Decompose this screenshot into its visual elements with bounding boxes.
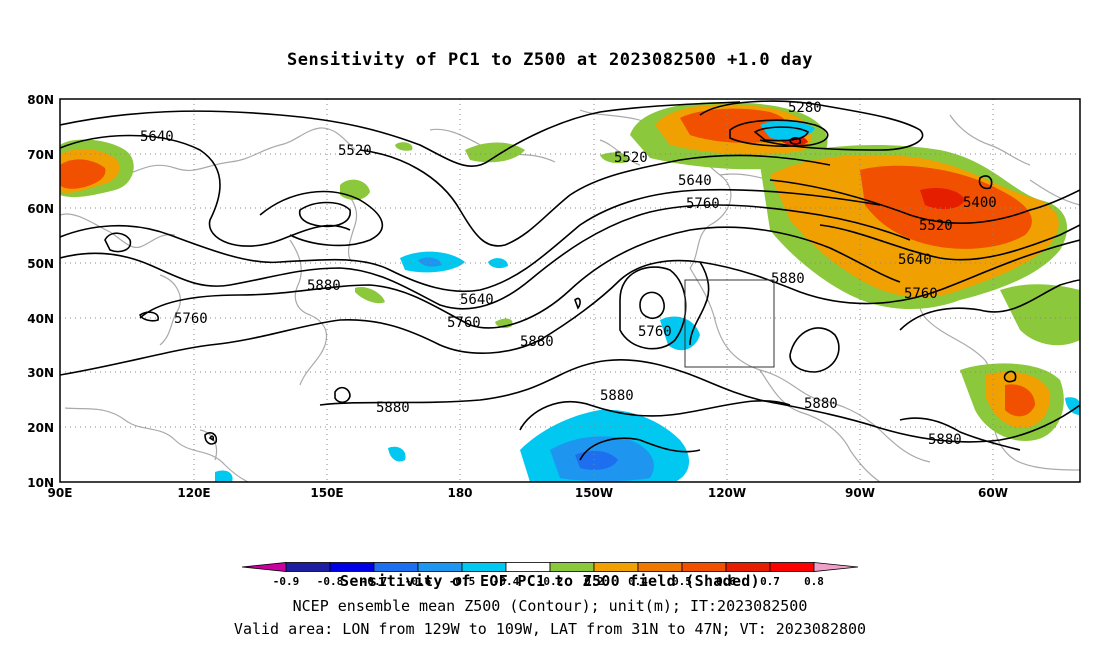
plot-frame	[59, 98, 1081, 483]
lon-label: 90E	[48, 486, 73, 500]
colorbar-tick-label: 0.4	[628, 575, 648, 588]
contour-labels: 5640 5520 5280 5520 5640 5760 5400 5520 …	[140, 100, 997, 448]
lat-label: 60N	[27, 202, 54, 216]
contour-label: 5880	[376, 400, 410, 416]
colorbar-segment	[549, 562, 595, 572]
colorbar-tick-label: -0.5	[449, 575, 476, 588]
colorbar-tick-label: -0.6	[405, 575, 432, 588]
caption-valid-area: Valid area: LON from 129W to 109W, LAT f…	[233, 620, 867, 638]
contour-label: 5640	[460, 292, 494, 308]
contour-label: 5640	[678, 173, 712, 189]
contour-label: 5520	[614, 150, 648, 166]
colorbar-tick-label: 0.8	[804, 575, 824, 588]
lat-label: 70N	[27, 148, 54, 162]
contour-label: 5880	[804, 396, 838, 412]
contour-label: 5880	[928, 432, 962, 448]
lat-label: 80N	[27, 93, 54, 107]
colorbar-tick-label: -0.2	[537, 575, 564, 588]
contour-label: 5760	[174, 311, 208, 327]
lat-label: 40N	[27, 312, 54, 326]
colorbar-tick-label: 0.6	[716, 575, 736, 588]
contour-label: 5520	[919, 218, 953, 234]
lon-label: 180	[447, 486, 472, 500]
colorbar-segment	[241, 562, 287, 572]
contour-label: 5760	[638, 324, 672, 340]
colorbar-segment	[813, 562, 859, 572]
caption-contour: NCEP ensemble mean Z500 (Contour); unit(…	[292, 597, 808, 615]
contour-label: 5760	[447, 315, 481, 331]
lat-label: 30N	[27, 366, 54, 380]
colorbar-tick-label: -0.8	[317, 575, 344, 588]
contour-label: 5640	[898, 252, 932, 268]
lon-label: 90W	[845, 486, 875, 500]
contour-label: 5880	[771, 271, 805, 287]
colorbar-segment	[681, 562, 727, 572]
lon-label: 120E	[177, 486, 210, 500]
lat-label: 10N	[27, 476, 54, 490]
colorbar-tick-label: -0.9	[273, 575, 300, 588]
lon-label: 150W	[575, 486, 613, 500]
lon-axis-labels: 90E 120E 150E 180 150W 120W 90W 60W	[48, 486, 1008, 500]
lon-label: 60W	[978, 486, 1008, 500]
colorbar: -0.9 -0.8 -0.7 -0.6 -0.5 -0.4 -0.2 0.2 0.4 0.5 0.6…	[241, 562, 859, 588]
colorbar-segment	[725, 562, 771, 572]
contour-label: 5520	[338, 143, 372, 159]
plot-title: Sensitivity of PC1 to Z500 at 2023082500…	[286, 50, 813, 70]
lat-axis-labels: 80N 70N 60N 50N 40N 30N 20N 10N	[27, 93, 54, 490]
contour-label: 5400	[963, 195, 997, 211]
contour-label: 5760	[904, 286, 938, 302]
colorbar-segment	[329, 562, 375, 572]
contour-label: 5880	[520, 334, 554, 350]
lon-label: 120W	[708, 486, 746, 500]
colorbar-segment	[461, 562, 507, 572]
colorbar-segment	[637, 562, 683, 572]
z500-contours	[60, 100, 1080, 461]
colorbar-tick-label: -0.7	[361, 575, 388, 588]
contour-label: 5880	[600, 388, 634, 404]
colorbar-tick-label: 0.5	[672, 575, 692, 588]
contour-label: 5880	[307, 278, 341, 294]
colorbar-segment	[417, 562, 463, 572]
sensitivity-shading	[60, 102, 1080, 482]
caption-shading: Sensitivity of EOF PC1 to Z500 field (Sh…	[340, 572, 760, 590]
lat-label: 20N	[27, 421, 54, 435]
contour-label: 5280	[788, 100, 822, 116]
colorbar-tick-label: 0.2	[584, 575, 604, 588]
coastlines	[60, 109, 1080, 482]
colorbar-segment	[593, 562, 639, 572]
lat-label: 50N	[27, 257, 54, 271]
colorbar-tick-label: 0.7	[760, 575, 780, 588]
colorbar-segment	[505, 562, 551, 572]
colorbar-tick-label: -0.4	[493, 575, 520, 588]
lon-label: 150E	[310, 486, 343, 500]
colorbar-segment	[285, 562, 331, 572]
lat-lon-grid	[60, 99, 1080, 482]
colorbar-segment	[769, 562, 815, 572]
contour-label: 5640	[140, 129, 174, 145]
valid-area-box	[684, 279, 775, 368]
colorbar-segment	[373, 562, 419, 572]
contour-label: 5760	[686, 196, 720, 212]
